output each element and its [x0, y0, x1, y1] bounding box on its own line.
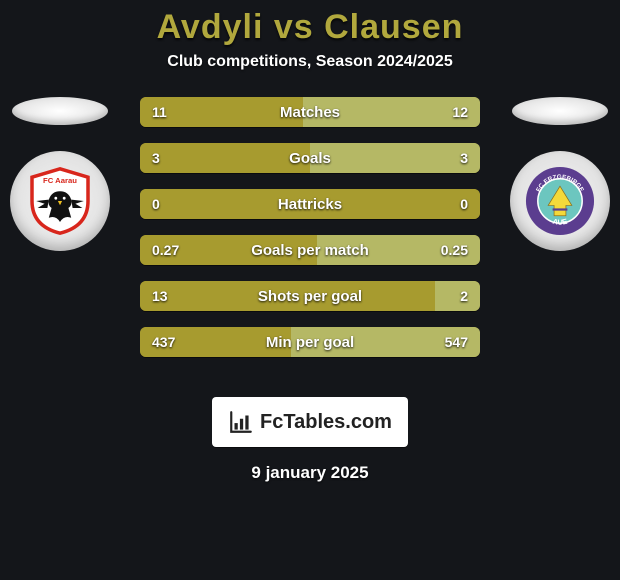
- brand-badge: FcTables.com: [212, 397, 408, 447]
- bar-chart-icon: [228, 409, 254, 435]
- chart-title: Avdyli vs Clausen: [0, 0, 620, 47]
- chart-body: FC Aarau: [0, 97, 620, 387]
- svg-text:FC Aarau: FC Aarau: [43, 176, 77, 185]
- erzgebirge-aue-crest-icon: FC ERZGEBIRGE AUE: [523, 164, 597, 238]
- stat-row: 33Goals: [140, 143, 480, 173]
- chart-date: 9 january 2025: [0, 463, 620, 483]
- stat-bar-right: [291, 327, 480, 357]
- stat-row: 0.270.25Goals per match: [140, 235, 480, 265]
- comparison-chart: Avdyli vs Clausen Club competitions, Sea…: [0, 0, 620, 580]
- stat-row: 00Hattricks: [140, 189, 480, 219]
- stat-bar-right: [435, 281, 480, 311]
- stat-bar-right: [310, 143, 480, 173]
- stat-row: 1112Matches: [140, 97, 480, 127]
- stat-bar-left: [140, 281, 435, 311]
- left-player-photo-placeholder: [12, 97, 108, 125]
- right-team-crest: FC ERZGEBIRGE AUE: [510, 151, 610, 251]
- stat-bar-left: [140, 189, 480, 219]
- stat-row: 132Shots per goal: [140, 281, 480, 311]
- right-player-photo-placeholder: [512, 97, 608, 125]
- chart-subtitle: Club competitions, Season 2024/2025: [0, 53, 620, 71]
- right-player-badge: FC ERZGEBIRGE AUE: [500, 97, 620, 251]
- stat-bar-left: [140, 143, 310, 173]
- stat-bar-left: [140, 97, 303, 127]
- aarau-crest-icon: FC Aarau: [25, 166, 95, 236]
- left-player-badge: FC Aarau: [0, 97, 120, 251]
- left-team-crest: FC Aarau: [10, 151, 110, 251]
- svg-text:AUE: AUE: [552, 217, 568, 227]
- stat-bar-left: [140, 235, 317, 265]
- stat-bars: 1112Matches 33Goals 00Hattricks 0.270.25Goa…: [140, 97, 480, 373]
- stat-bar-right: [303, 97, 480, 127]
- stat-bar-left: [140, 327, 291, 357]
- brand-text: FcTables.com: [260, 411, 392, 434]
- stat-row: 437547Min per goal: [140, 327, 480, 357]
- stat-bar-right: [317, 235, 480, 265]
